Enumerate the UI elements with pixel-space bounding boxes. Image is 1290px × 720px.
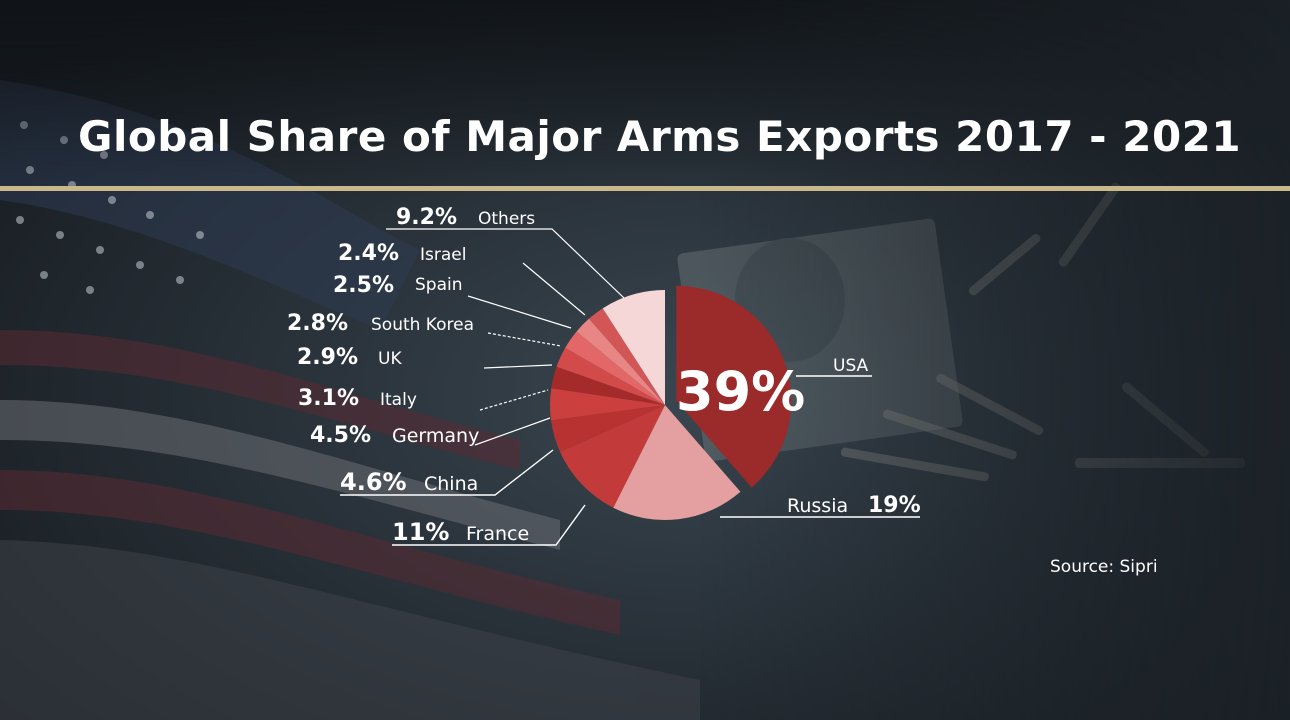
value-label-china: 4.6% xyxy=(340,468,407,496)
slice-italy xyxy=(551,366,665,405)
slice-labels: 39% USA 19% Russia 11% France 4.6% China 4.5% Ger… xyxy=(287,205,921,546)
chart-title: Global Share of Major Arms Exports 2017 … xyxy=(78,112,1242,161)
slice-israel xyxy=(589,308,665,405)
title-divider xyxy=(0,186,1290,191)
right-shade xyxy=(700,0,1290,720)
leader-others xyxy=(386,228,625,299)
value-label-uk: 2.9% xyxy=(297,345,358,370)
value-label-south-korea: 2.8% xyxy=(287,311,348,336)
value-label-israel: 2.4% xyxy=(338,241,399,266)
value-label-spain: 2.5% xyxy=(333,273,394,298)
value-label-others: 9.2% xyxy=(396,205,457,230)
leader-germany xyxy=(474,417,551,446)
value-label-italy: 3.1% xyxy=(298,386,359,411)
category-label-germany: Germany xyxy=(392,425,479,447)
source-note: Source: Sipri xyxy=(1050,557,1158,577)
category-label-spain: Spain xyxy=(415,275,463,295)
value-label-germany: 4.5% xyxy=(310,423,371,448)
leader-spain xyxy=(467,295,572,329)
category-label-israel: Israel xyxy=(420,245,466,265)
category-label-china: China xyxy=(424,473,478,495)
leader-china xyxy=(340,449,554,496)
slice-usa xyxy=(676,285,792,488)
flag-backdrop xyxy=(0,80,700,720)
value-label-russia: 19% xyxy=(868,493,921,518)
slice-uk xyxy=(556,347,665,405)
slice-spain xyxy=(576,318,665,405)
category-label-italy: Italy xyxy=(380,390,417,410)
category-label-russia: Russia xyxy=(787,495,848,517)
slice-russia xyxy=(613,405,741,520)
value-label-usa: 39% xyxy=(676,360,805,423)
leader-italy xyxy=(479,389,549,411)
category-label-usa: USA xyxy=(833,356,869,376)
category-label-south-korea: South Korea xyxy=(371,315,474,335)
slice-france xyxy=(559,405,665,508)
leader-france xyxy=(392,504,586,546)
slice-south-korea xyxy=(565,331,665,405)
slice-others xyxy=(602,290,665,405)
leader-israel xyxy=(522,262,586,316)
category-label-france: France xyxy=(466,523,529,545)
leader-uk xyxy=(483,364,553,369)
value-label-france: 11% xyxy=(392,518,449,546)
category-label-uk: UK xyxy=(378,349,402,369)
pie-slices xyxy=(550,285,792,520)
category-label-others: Others xyxy=(478,209,535,229)
leader-south-korea xyxy=(487,332,562,347)
slice-germany xyxy=(550,388,665,421)
slice-china xyxy=(551,405,665,452)
leader-lines xyxy=(340,228,920,546)
